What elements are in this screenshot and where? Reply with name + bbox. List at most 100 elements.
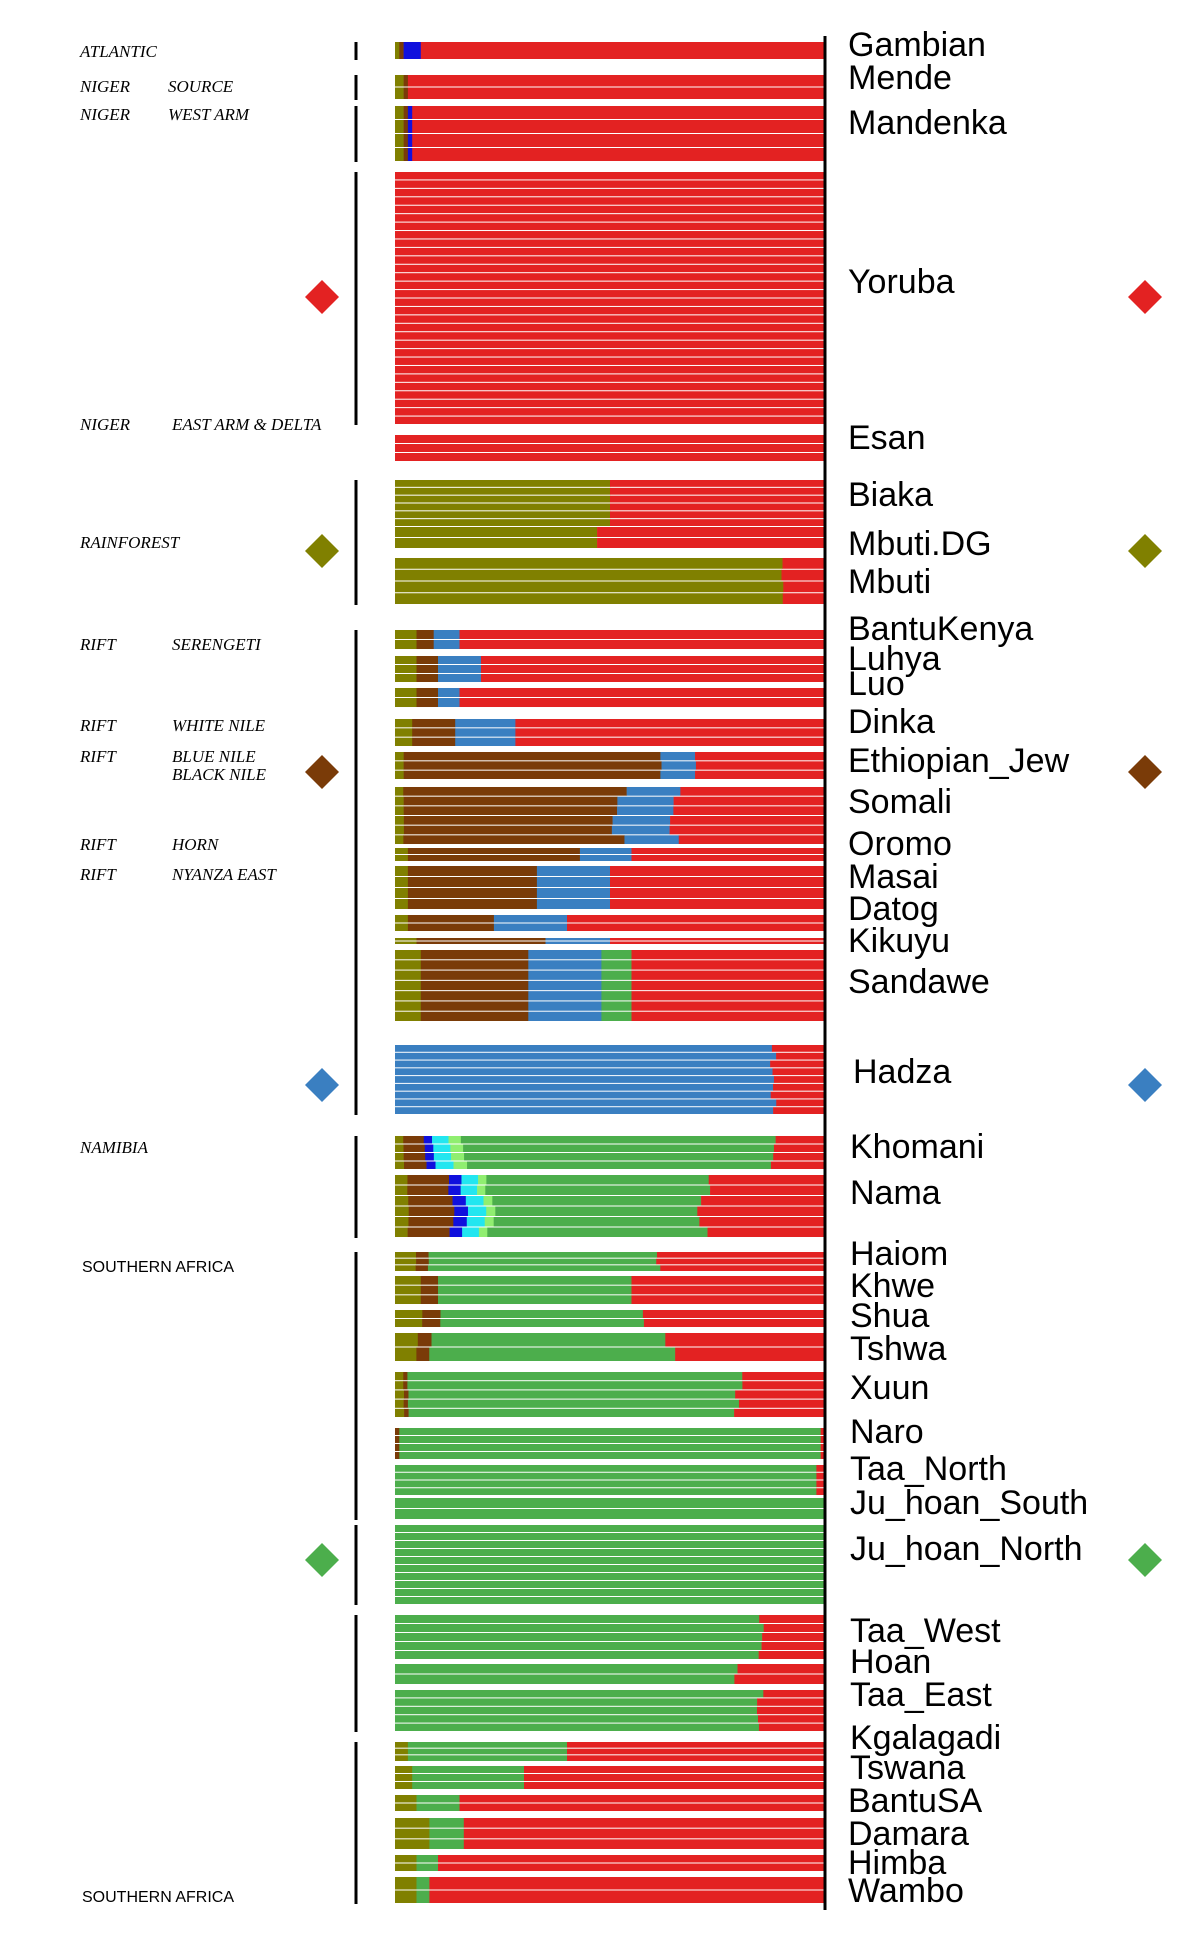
ancestry-segment <box>395 877 409 887</box>
population-bar-group <box>395 938 826 944</box>
ancestry-segment <box>493 1217 700 1227</box>
ancestry-segment <box>762 1633 826 1641</box>
ancestry-segment <box>395 298 826 306</box>
population-label: Oromo <box>848 825 952 863</box>
ancestry-segment <box>758 1651 826 1659</box>
ancestry-segment <box>515 728 826 737</box>
region-label: SOUTHERN AFRICA <box>82 1889 234 1906</box>
population-label: Damara <box>848 1815 969 1853</box>
ancestry-segment <box>425 1153 435 1161</box>
ancestry-segment <box>660 1265 826 1271</box>
ancestry-segment <box>481 674 826 682</box>
marker-diamond-left <box>305 534 339 568</box>
ancestry-segment <box>776 1099 826 1107</box>
ancestry-segment <box>770 1161 826 1169</box>
ancestry-segment <box>403 1390 409 1399</box>
ancestry-segment <box>515 737 826 746</box>
ancestry-segment <box>416 640 434 649</box>
ancestry-segment <box>416 1890 430 1903</box>
population-label: Somali <box>848 783 952 821</box>
ancestry-segment <box>433 1144 451 1152</box>
ancestry-segment <box>395 1265 416 1271</box>
ancestry-segment <box>395 188 826 197</box>
ancestry-segment <box>449 1227 463 1237</box>
population-label: Nama <box>850 1174 941 1212</box>
ancestry-segment <box>399 1444 821 1451</box>
ancestry-segment <box>395 1285 422 1295</box>
ancestry-segment <box>395 435 826 443</box>
ancestry-segment <box>403 1399 409 1408</box>
ancestry-segment <box>395 719 413 728</box>
population-bar-group <box>395 480 826 526</box>
ancestry-segment <box>416 1258 430 1265</box>
ancestry-segment <box>407 848 581 854</box>
population-label: Hadza <box>853 1053 951 1091</box>
ancestry-segment <box>403 806 618 815</box>
population-label: Kgalagadi <box>850 1719 1001 1757</box>
ancestry-segment <box>463 1144 775 1152</box>
ancestry-segment <box>395 281 826 290</box>
ancestry-segment <box>395 593 784 604</box>
population-bar-group <box>395 1525 826 1604</box>
ancestry-segment <box>528 1001 602 1011</box>
ancestry-segment <box>420 1276 439 1285</box>
population-bar-group <box>395 1795 826 1811</box>
ancestry-segment <box>782 593 826 604</box>
ancestry-segment <box>416 1863 439 1871</box>
ancestry-segment <box>395 1045 773 1052</box>
ancestry-segment <box>433 630 460 639</box>
ancestry-segment <box>624 835 680 844</box>
ancestry-segment <box>420 1295 439 1304</box>
ancestry-segment <box>395 1144 404 1152</box>
ancestry-segment <box>395 1068 773 1076</box>
ancestry-segment <box>673 796 826 806</box>
ancestry-segment <box>395 970 422 980</box>
ancestry-segment <box>395 787 404 796</box>
ancestry-segment <box>601 1001 632 1011</box>
ancestry-segment <box>528 960 602 970</box>
ancestry-segment <box>758 1723 826 1731</box>
ancestry-segment <box>395 511 611 519</box>
ancestry-segment <box>735 1390 826 1399</box>
ancestry-segment <box>395 1161 405 1169</box>
ancestry-segment <box>395 855 409 861</box>
ancestry-segment <box>701 1196 826 1206</box>
population-bar-group <box>395 1818 826 1849</box>
ancestry-segment <box>403 1144 426 1152</box>
ancestry-segment <box>412 1774 525 1781</box>
ancestry-segment <box>448 1136 462 1144</box>
ancestry-segment <box>761 1642 826 1650</box>
ancestry-segment <box>459 688 826 697</box>
population-bar-group <box>395 719 826 746</box>
marker-diamond-left <box>305 1068 339 1102</box>
population-bar-group <box>395 1372 826 1417</box>
ancestry-segment <box>395 1083 774 1091</box>
ancestry-segment <box>395 408 826 416</box>
ancestry-segment <box>403 75 409 87</box>
ancestry-segment <box>408 1408 735 1417</box>
ancestry-segment <box>408 1390 736 1399</box>
ancestry-segment <box>395 752 404 761</box>
ancestry-segment <box>515 719 826 728</box>
ancestry-segment <box>395 1795 417 1803</box>
population-label: Naro <box>850 1413 924 1451</box>
ancestry-segment <box>395 950 422 960</box>
population-bar-group <box>395 75 826 99</box>
ancestry-segment <box>395 938 417 941</box>
ancestry-segment <box>459 640 826 649</box>
ancestry-segment <box>415 1265 429 1271</box>
ancestry-segment <box>626 787 681 796</box>
ancestry-segment <box>395 323 826 332</box>
ancestry-segment <box>420 960 529 970</box>
ancestry-segment <box>656 1258 826 1265</box>
ancestry-segment <box>407 899 538 909</box>
ancestry-segment <box>477 1185 486 1195</box>
marker-diamond-left <box>305 1543 339 1577</box>
region-sublabel: WEST ARM <box>168 105 250 124</box>
population-label: Mbuti <box>848 563 931 601</box>
ancestry-segment <box>816 1472 826 1480</box>
ancestry-segment <box>428 1252 658 1258</box>
ancestry-segment <box>771 1045 826 1052</box>
population-bar-group <box>395 752 826 779</box>
